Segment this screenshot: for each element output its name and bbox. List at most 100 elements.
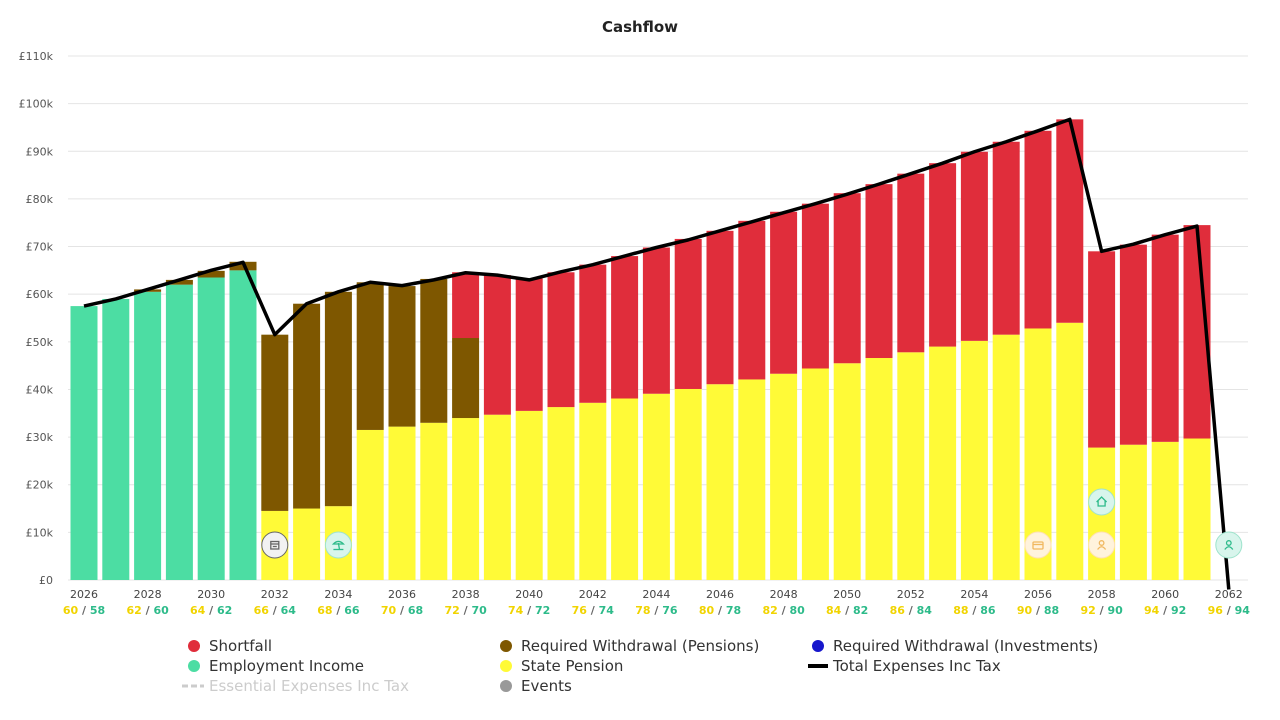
total-expenses-line-path[interactable] <box>83 117 1231 590</box>
age-secondary: 78 <box>726 604 741 617</box>
bar-segment-employment-income[interactable] <box>197 277 225 580</box>
bar-segment-required-withdrawal-pensions[interactable] <box>356 282 384 430</box>
bar-segment-state-pension[interactable] <box>1151 441 1179 580</box>
legend-marker <box>812 640 824 652</box>
bar-segment-shortfall[interactable] <box>642 247 670 394</box>
bar-segment-required-withdrawal-pensions[interactable] <box>420 278 448 423</box>
bar-segment-state-pension[interactable] <box>738 379 766 580</box>
bar-segment-shortfall[interactable] <box>960 151 988 341</box>
bar-segment-shortfall[interactable] <box>770 211 798 374</box>
person-icon <box>1097 540 1107 550</box>
bar-segment-shortfall[interactable] <box>547 272 575 408</box>
bar-segment-state-pension[interactable] <box>642 393 670 580</box>
legend-item[interactable]: Events <box>500 677 572 695</box>
bar-segment-state-pension[interactable] <box>611 398 639 580</box>
legend-label: Required Withdrawal (Investments) <box>833 637 1098 655</box>
bar-segment-shortfall[interactable] <box>579 264 607 403</box>
x-tick-label: 2050 <box>833 588 861 601</box>
bar-segment-shortfall[interactable] <box>865 184 893 359</box>
age-secondary: 60 <box>153 604 169 617</box>
bar-segment-state-pension[interactable] <box>865 358 893 580</box>
bar-segment-state-pension[interactable] <box>483 414 511 580</box>
age-label: 74 / 72 <box>508 604 550 617</box>
bar-segment-state-pension[interactable] <box>293 508 321 580</box>
legend-item[interactable]: Total Expenses Inc Tax <box>808 657 1001 675</box>
bar-segment-state-pension[interactable] <box>1056 322 1084 580</box>
bar-segment-state-pension[interactable] <box>388 426 416 580</box>
event-marker[interactable] <box>1215 531 1243 559</box>
bar-segment-shortfall[interactable] <box>706 230 734 385</box>
bar-segment-shortfall[interactable] <box>674 238 702 389</box>
house-icon <box>1096 496 1108 507</box>
age-separator: / <box>587 604 599 617</box>
bar-segment-state-pension[interactable] <box>897 352 925 580</box>
bar-segment-shortfall[interactable] <box>833 193 861 364</box>
bar-segment-shortfall[interactable] <box>738 220 766 380</box>
event-marker[interactable] <box>1088 531 1116 559</box>
bar-segment-shortfall[interactable] <box>1024 130 1052 329</box>
bar-segment-state-pension[interactable] <box>770 373 798 580</box>
y-tick-label: £60k <box>26 288 54 301</box>
bar-segment-shortfall[interactable] <box>992 141 1020 335</box>
bar-segment-state-pension[interactable] <box>833 363 861 580</box>
event-marker[interactable] <box>324 531 352 559</box>
bar-segment-state-pension[interactable] <box>960 340 988 580</box>
legend-item[interactable]: Essential Expenses Inc Tax <box>182 677 409 695</box>
bar-segment-employment-income[interactable] <box>102 298 130 580</box>
bar-segment-shortfall[interactable] <box>1056 119 1084 323</box>
legend-item[interactable]: Shortfall <box>188 637 272 655</box>
age-separator: / <box>651 604 663 617</box>
bar-segment-shortfall[interactable] <box>801 203 829 369</box>
bar-segment-shortfall[interactable] <box>515 278 543 411</box>
bar-segment-state-pension[interactable] <box>515 410 543 580</box>
bar-segment-employment-income[interactable] <box>165 284 193 580</box>
legend-item[interactable]: Required Withdrawal (Investments) <box>812 637 1098 655</box>
bar-segment-state-pension[interactable] <box>547 407 575 580</box>
bar-segment-required-withdrawal-pensions[interactable] <box>324 291 352 507</box>
bar-segment-shortfall[interactable] <box>929 163 957 347</box>
bar-segment-state-pension[interactable] <box>420 422 448 580</box>
legend-marker <box>500 660 512 672</box>
bar-segment-required-withdrawal-pensions[interactable] <box>388 286 416 427</box>
legend-item[interactable]: State Pension <box>500 657 623 675</box>
bar-segment-state-pension[interactable] <box>356 429 384 580</box>
y-tick-label: £80k <box>26 193 54 206</box>
bar-segment-state-pension[interactable] <box>706 384 734 580</box>
bar-segment-shortfall[interactable] <box>1151 234 1179 442</box>
legend-item[interactable]: Employment Income <box>188 657 364 675</box>
bar-segment-required-withdrawal-pensions[interactable] <box>261 334 289 511</box>
bar-segment-shortfall[interactable] <box>452 272 480 339</box>
legend-item[interactable]: Required Withdrawal (Pensions) <box>500 637 759 655</box>
bar-segment-shortfall[interactable] <box>897 173 925 353</box>
bar-segment-employment-income[interactable] <box>229 270 257 580</box>
bar-segment-state-pension[interactable] <box>674 388 702 580</box>
bar-segment-state-pension[interactable] <box>1183 438 1211 580</box>
bar-segment-required-withdrawal-pensions[interactable] <box>197 270 225 278</box>
age-label: 64 / 62 <box>190 604 232 617</box>
event-marker-circle[interactable] <box>261 531 289 559</box>
bar-segment-required-withdrawal-pensions[interactable] <box>165 279 193 285</box>
bar-segment-employment-income[interactable] <box>70 306 98 580</box>
bar-segment-state-pension[interactable] <box>992 334 1020 580</box>
x-tick-label: 2056 <box>1024 588 1052 601</box>
bar-segment-required-withdrawal-pensions[interactable] <box>452 338 480 419</box>
bar-segment-required-withdrawal-pensions[interactable] <box>293 303 321 509</box>
bar-segment-shortfall[interactable] <box>1119 244 1147 445</box>
chart-title: Cashflow <box>602 18 678 36</box>
age-primary: 66 <box>254 604 270 617</box>
bar-segment-state-pension[interactable] <box>452 418 480 580</box>
event-marker[interactable] <box>1024 531 1052 559</box>
event-marker-circle[interactable] <box>1088 488 1116 516</box>
bar-segment-state-pension[interactable] <box>801 368 829 580</box>
bar-segment-shortfall[interactable] <box>483 275 511 415</box>
age-primary: 74 <box>508 604 524 617</box>
bar-segment-shortfall[interactable] <box>611 256 639 399</box>
event-marker[interactable] <box>1088 488 1116 516</box>
bar-segment-employment-income[interactable] <box>134 291 162 580</box>
x-tick-label: 2036 <box>388 588 416 601</box>
bar-segment-state-pension[interactable] <box>1119 444 1147 580</box>
bar-segment-state-pension[interactable] <box>929 346 957 580</box>
event-marker[interactable] <box>261 531 289 559</box>
bar-segment-shortfall[interactable] <box>1088 251 1116 448</box>
bar-segment-state-pension[interactable] <box>579 402 607 580</box>
